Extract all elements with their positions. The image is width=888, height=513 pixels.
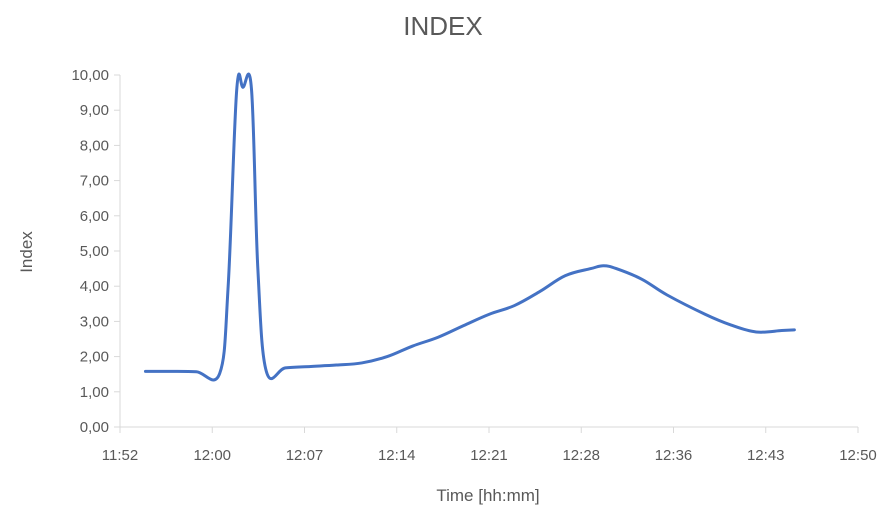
- y-tick-label: 3,00: [80, 313, 109, 330]
- x-axis: 11:52 12:00 12:07 12:14 12:21 12:28 12:36 12:43…: [102, 426, 877, 464]
- y-tick-label: 10,00: [71, 67, 109, 84]
- y-tick-label: 5,00: [80, 243, 109, 260]
- y-axis-label: Index: [17, 231, 36, 273]
- x-tick-label: 12:07: [286, 447, 324, 464]
- x-tick-label: 11:52: [102, 447, 138, 464]
- x-tick-label: 12:14: [378, 447, 416, 464]
- x-tick-label: 12:50: [839, 447, 877, 464]
- x-tick-label: 12:00: [193, 447, 231, 464]
- x-axis-label: Time [hh:mm]: [436, 486, 539, 505]
- x-tick-label: 12:36: [655, 447, 693, 464]
- y-tick-label: 7,00: [80, 173, 109, 190]
- series-index: [143, 72, 796, 382]
- x-tick-label: 12:43: [747, 447, 785, 464]
- x-tick-label: 12:28: [562, 447, 600, 464]
- x-tick-label: 12:21: [470, 447, 508, 464]
- y-tick-label: 0,00: [80, 419, 109, 436]
- y-tick-label: 2,00: [80, 349, 109, 366]
- series-line: [143, 72, 796, 382]
- y-tick-label: 6,00: [80, 208, 109, 225]
- y-tick-label: 8,00: [80, 137, 109, 154]
- y-tick-label: 4,00: [80, 278, 109, 295]
- y-axis: 0,00 1,00 2,00 3,00 4,00 5,00 6,00 7,00 8,00 9,00…: [71, 67, 121, 436]
- y-tick-label: 9,00: [80, 102, 109, 119]
- chart-title: INDEX: [403, 11, 482, 41]
- y-tick-label: 1,00: [80, 384, 109, 401]
